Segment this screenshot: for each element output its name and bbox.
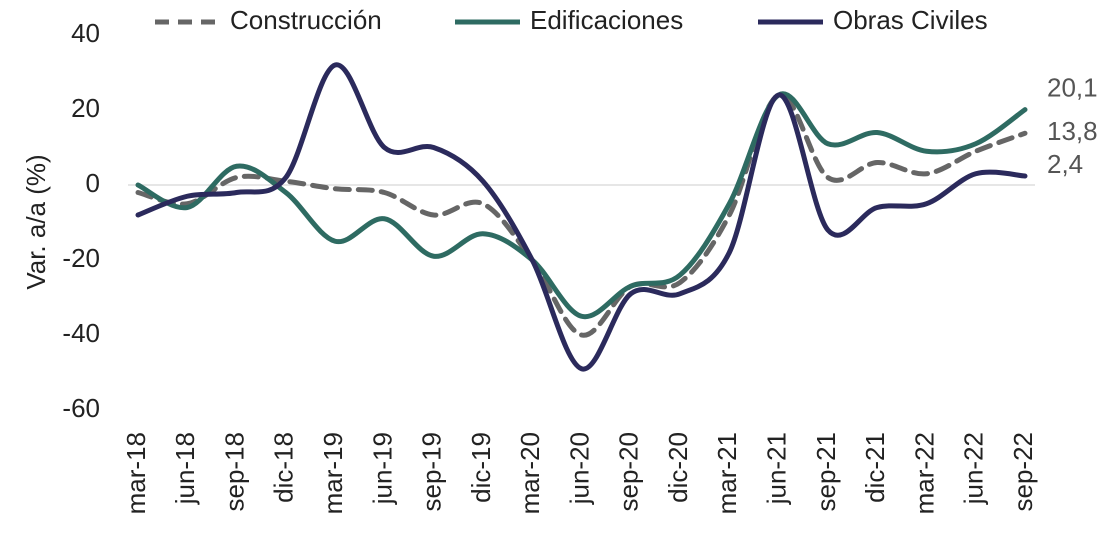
x-tick-label: mar-20	[515, 432, 545, 514]
y-tick-label: -60	[62, 393, 100, 423]
x-tick-label: jun-19	[367, 432, 397, 505]
legend-label: Obras Civiles	[833, 5, 988, 35]
x-tick-label: mar-22	[909, 432, 939, 514]
line-series	[135, 92, 1028, 338]
line-series	[135, 91, 1028, 320]
y-tick-label: 20	[71, 93, 100, 123]
x-tick-label: mar-18	[121, 432, 151, 514]
x-tick-label: jun-18	[170, 432, 200, 505]
y-tick-label: 40	[71, 18, 100, 48]
x-tick-label: mar-19	[318, 432, 348, 514]
x-tick-label: sep-18	[219, 432, 249, 512]
x-tick-label: jun-20	[564, 432, 594, 505]
x-tick-label: sep-22	[1008, 432, 1038, 512]
end-label: 13,8	[1047, 116, 1098, 146]
x-tick-label: sep-19	[417, 432, 447, 512]
line-series	[135, 62, 1028, 372]
x-tick-label: jun-21	[761, 432, 791, 505]
y-tick-label: 0	[86, 168, 100, 198]
y-tick-label: -20	[62, 243, 100, 273]
x-tick-label: dic-21	[860, 432, 890, 503]
end-label: 20,1	[1047, 73, 1098, 103]
x-tick-label: dic-20	[663, 432, 693, 503]
x-tick-label: sep-21	[811, 432, 841, 512]
y-axis-label: Var. a/a (%)	[21, 154, 51, 289]
x-tick-label: mar-21	[712, 432, 742, 514]
legend-label: Construcción	[230, 5, 382, 35]
x-tick-label: jun-22	[959, 432, 989, 505]
y-tick-label: -40	[62, 318, 100, 348]
x-tick-label: dic-18	[269, 432, 299, 503]
legend-label: Edificaciones	[530, 5, 683, 35]
x-tick-label: dic-19	[466, 432, 496, 503]
end-label: 2,4	[1047, 149, 1083, 179]
x-tick-label: sep-20	[614, 432, 644, 512]
